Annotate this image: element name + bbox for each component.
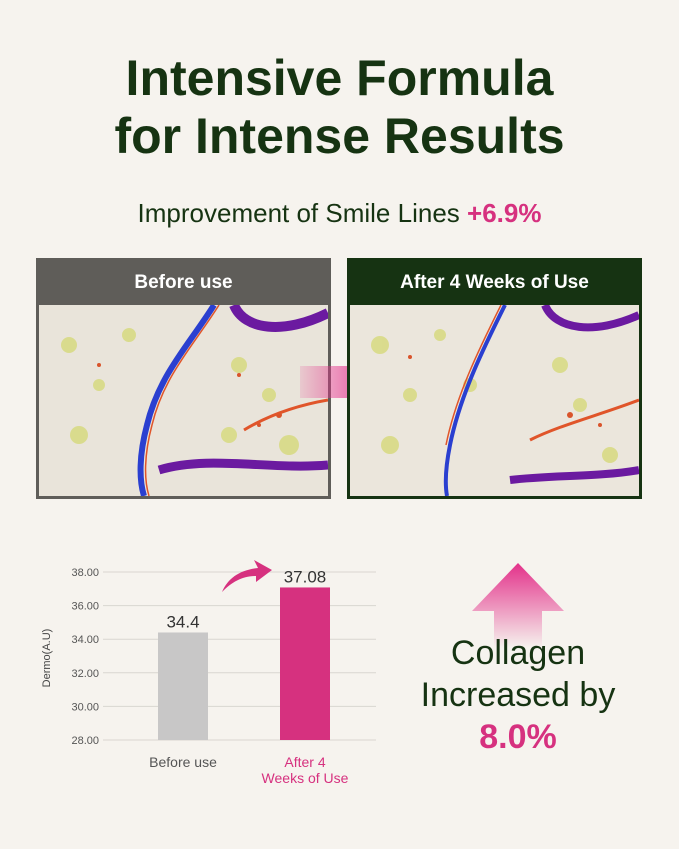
up-arrow-icon [472, 563, 564, 648]
callout-value: 8.0% [479, 718, 557, 756]
after-skin-image [350, 305, 639, 496]
x-category-label: Before use [149, 754, 217, 770]
y-axis-label: Dermo(A.U) [41, 629, 53, 688]
y-tick-label: 38.00 [71, 567, 99, 579]
bar [280, 587, 330, 740]
callout-line-2: Increased by [420, 676, 616, 714]
collagen-bar-chart: Dermo(A.U) 28.00 30.00 32.00 34.00 36.00 38.0… [41, 560, 376, 786]
y-tick-label: 36.00 [71, 601, 99, 613]
before-skin-image [39, 305, 328, 496]
y-tick-label: 32.00 [71, 668, 99, 680]
x-category-label: After 4 [284, 754, 325, 770]
bar [158, 632, 208, 740]
callout-line-1: Collagen [450, 634, 586, 672]
before-panel: Before use [36, 258, 331, 499]
subtitle-value: +6.9% [467, 198, 542, 228]
headline-line-1: Intensive Formula [125, 50, 554, 106]
before-header: Before use [39, 261, 328, 305]
subtitle-text: Improvement of Smile Lines [137, 198, 460, 228]
y-tick-label: 28.00 [71, 735, 99, 747]
subtitle: Improvement of Smile Lines +6.9% [0, 198, 679, 229]
headline-line-2: for Intense Results [114, 108, 565, 164]
curved-arrow-icon [222, 560, 272, 592]
x-category-label: Weeks of Use [262, 770, 349, 786]
after-panel: After 4 Weeks of Use [347, 258, 642, 499]
data-label: 34.4 [166, 612, 199, 631]
data-label: 37.08 [284, 567, 327, 586]
after-header: After 4 Weeks of Use [350, 261, 639, 305]
y-tick-label: 30.00 [71, 701, 99, 713]
y-tick-label: 34.00 [71, 634, 99, 646]
